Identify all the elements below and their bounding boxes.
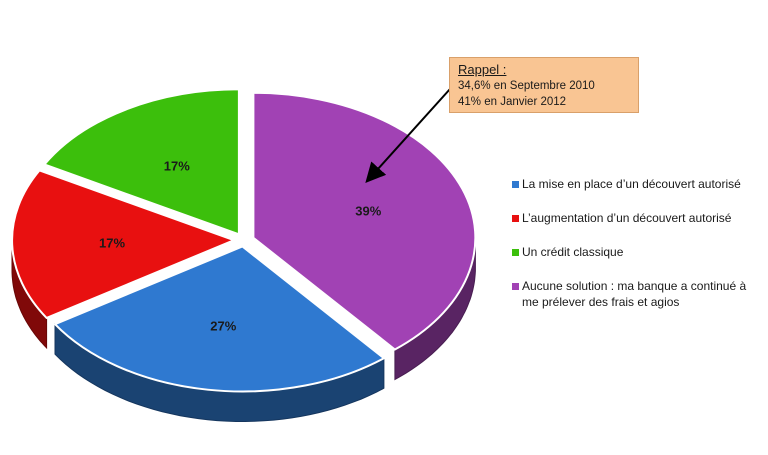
legend-swatch: [512, 249, 519, 256]
slice-value-label: 27%: [210, 318, 236, 333]
legend-label: La mise en place d’un découvert autorisé: [522, 177, 741, 191]
annotation-title: Rappel :: [458, 62, 507, 77]
pie-slice-3: [42, 88, 240, 236]
pie-slice-0: [252, 91, 477, 351]
legend-item: L’augmentation d’un découvert autorisé: [512, 210, 762, 226]
legend-item: La mise en place d’un découvert autorisé: [512, 176, 762, 192]
legend-item: Un crédit classique: [512, 244, 762, 260]
slice-value-label: 17%: [99, 236, 125, 251]
annotation-arrow: [365, 88, 451, 183]
legend-label: L’augmentation d’un découvert autorisé: [522, 211, 732, 225]
legend-swatch: [512, 283, 519, 290]
legend-swatch: [512, 215, 519, 222]
legend-label: Aucune solution : ma banque a continué à…: [522, 279, 747, 309]
pie-slice-1: [53, 245, 386, 393]
legend-item: Aucune solution : ma banque a continué à…: [512, 278, 762, 310]
slice-value-label: 39%: [355, 204, 381, 219]
legend-swatch: [512, 181, 519, 188]
legend: La mise en place d’un découvert autorisé…: [512, 176, 762, 328]
annotation-box: Rappel : 34,6% en Septembre 2010 41% en …: [449, 57, 639, 113]
pie-slice-2: [11, 169, 237, 320]
legend-label: Un crédit classique: [522, 245, 624, 259]
annotation-line-1: 34,6% en Septembre 2010: [458, 80, 595, 92]
slice-value-label: 17%: [164, 159, 190, 174]
annotation-line-2: 41% en Janvier 2012: [458, 96, 567, 108]
